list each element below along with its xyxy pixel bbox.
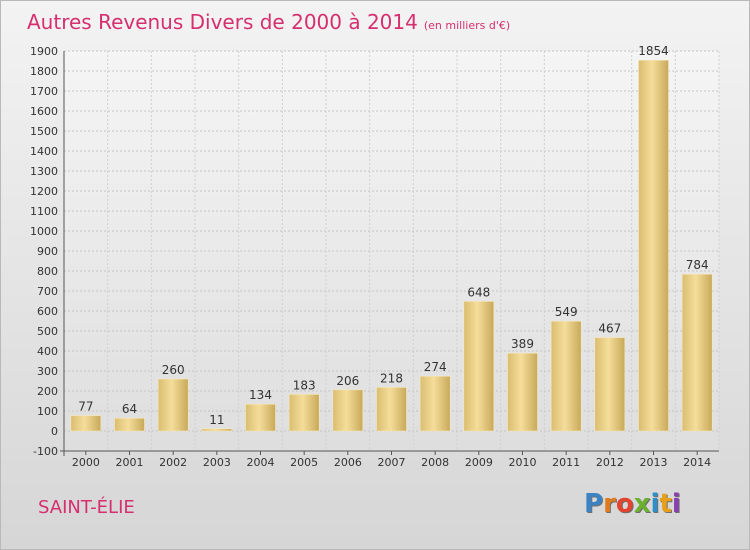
x-tick-label: 2011: [552, 456, 580, 469]
y-tick-label: 1900: [30, 45, 58, 58]
y-tick-label: 1400: [30, 145, 58, 158]
x-tick-label: 2003: [203, 456, 231, 469]
y-tick-label: 1000: [30, 225, 58, 238]
x-tick-label: 2007: [378, 456, 406, 469]
bar: [70, 415, 102, 432]
y-tick-label: 1600: [30, 105, 58, 118]
bar-value-label: 389: [511, 337, 534, 351]
x-tick-label: 2008: [421, 456, 449, 469]
bar: [638, 59, 669, 432]
y-tick-label: 1700: [30, 85, 58, 98]
logo-letter: x: [633, 489, 651, 519]
x-tick-label: 2010: [509, 456, 537, 469]
bar: [681, 273, 713, 432]
bar: [419, 375, 451, 432]
bar-value-label: 467: [598, 322, 621, 336]
y-tick-label: 0: [51, 425, 58, 438]
y-tick-label: 700: [37, 285, 58, 298]
bar-value-label: 64: [122, 402, 137, 416]
bar-value-label: 1854: [638, 44, 669, 58]
logo-letter: i: [671, 489, 681, 519]
y-tick-label: 400: [37, 345, 58, 358]
y-tick-label: 1800: [30, 65, 58, 78]
y-tick-label: 500: [37, 325, 58, 338]
bar: [157, 378, 189, 432]
x-tick-label: 2002: [159, 456, 187, 469]
x-tick-label: 2005: [290, 456, 318, 469]
logo-letter: r: [603, 489, 616, 519]
x-tick-label: 2004: [247, 456, 275, 469]
bar-value-label: 11: [209, 413, 224, 427]
y-tick-label: 1100: [30, 205, 58, 218]
bar-value-label: 183: [293, 378, 316, 392]
bar: [507, 352, 538, 432]
logo-letter: i: [650, 489, 660, 519]
x-tick-label: 2012: [596, 456, 624, 469]
bar: [376, 387, 407, 432]
bar: [288, 394, 320, 432]
proxiti-logo: Proxiti: [584, 489, 681, 519]
y-tick-label: 200: [37, 385, 58, 398]
bar-value-label: 274: [424, 360, 447, 374]
y-tick-label: 900: [37, 245, 58, 258]
logo-letter: o: [615, 489, 634, 519]
x-tick-label: 2006: [334, 456, 362, 469]
logo-letter: P: [584, 489, 604, 519]
bar-value-label: 648: [467, 285, 490, 299]
bar: [550, 320, 582, 432]
bar: [594, 337, 626, 432]
bar: [201, 428, 233, 432]
y-tick-label: 300: [37, 365, 58, 378]
x-tick-label: 2009: [465, 456, 493, 469]
bar-value-label: 784: [686, 258, 709, 272]
bar-value-label: 218: [380, 371, 403, 385]
bar: [245, 403, 276, 432]
bar: [463, 301, 495, 432]
chart-title: Autres Revenus Divers de 2000 à 2014 (en …: [27, 10, 510, 34]
y-tick-label: 1300: [30, 165, 58, 178]
x-tick-label: 2014: [683, 456, 711, 469]
y-tick-label: 1500: [30, 125, 58, 138]
title-text: Autres Revenus Divers de 2000 à 2014: [27, 10, 418, 34]
logo-letter: t: [659, 489, 672, 519]
bar-value-label: 206: [336, 374, 359, 388]
bar: [114, 417, 145, 432]
place-name: SAINT-ÉLIE: [38, 497, 135, 518]
y-tick-label: 600: [37, 305, 58, 318]
x-tick-label: 2001: [116, 456, 144, 469]
x-tick-label: 2000: [72, 456, 100, 469]
y-tick-label: 100: [37, 405, 58, 418]
bar-value-label: 260: [162, 363, 185, 377]
bar-value-label: 134: [249, 388, 272, 402]
y-tick-label: 1200: [30, 185, 58, 198]
y-tick-label: -100: [33, 445, 58, 458]
title-unit: (en milliers d'€): [423, 19, 511, 32]
bar-value-label: 549: [555, 305, 578, 319]
bar-value-label: 77: [78, 400, 93, 414]
bar: [332, 389, 364, 432]
y-tick-label: 800: [37, 265, 58, 278]
x-tick-label: 2013: [640, 456, 668, 469]
